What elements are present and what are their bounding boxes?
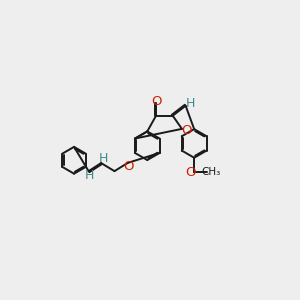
Text: O: O xyxy=(185,166,195,179)
Text: H: H xyxy=(85,169,94,182)
Text: CH₃: CH₃ xyxy=(202,167,221,177)
Text: H: H xyxy=(99,152,109,165)
Text: O: O xyxy=(123,160,134,173)
Text: O: O xyxy=(152,94,162,108)
Text: O: O xyxy=(181,124,191,137)
Text: H: H xyxy=(186,97,195,110)
